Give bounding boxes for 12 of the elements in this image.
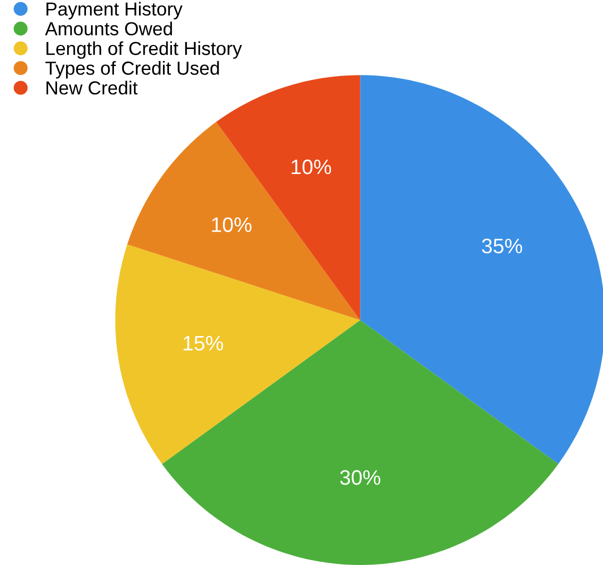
pie-slice [127,122,360,320]
legend-label: New Credit [46,80,138,95]
legend-label: Types of Credit Used [45,61,219,79]
legend-label: Amounts Owed [45,22,172,36]
data-label: 10% [292,160,332,174]
data-label: 10% [212,217,252,232]
pie-slice [115,244,360,464]
data-label: 15% [184,336,224,351]
legend-label: Length of Credit History [46,41,242,59]
data-label: 35% [482,238,522,254]
data-label: 30% [340,470,380,485]
legend-label: Payment History [46,2,183,20]
